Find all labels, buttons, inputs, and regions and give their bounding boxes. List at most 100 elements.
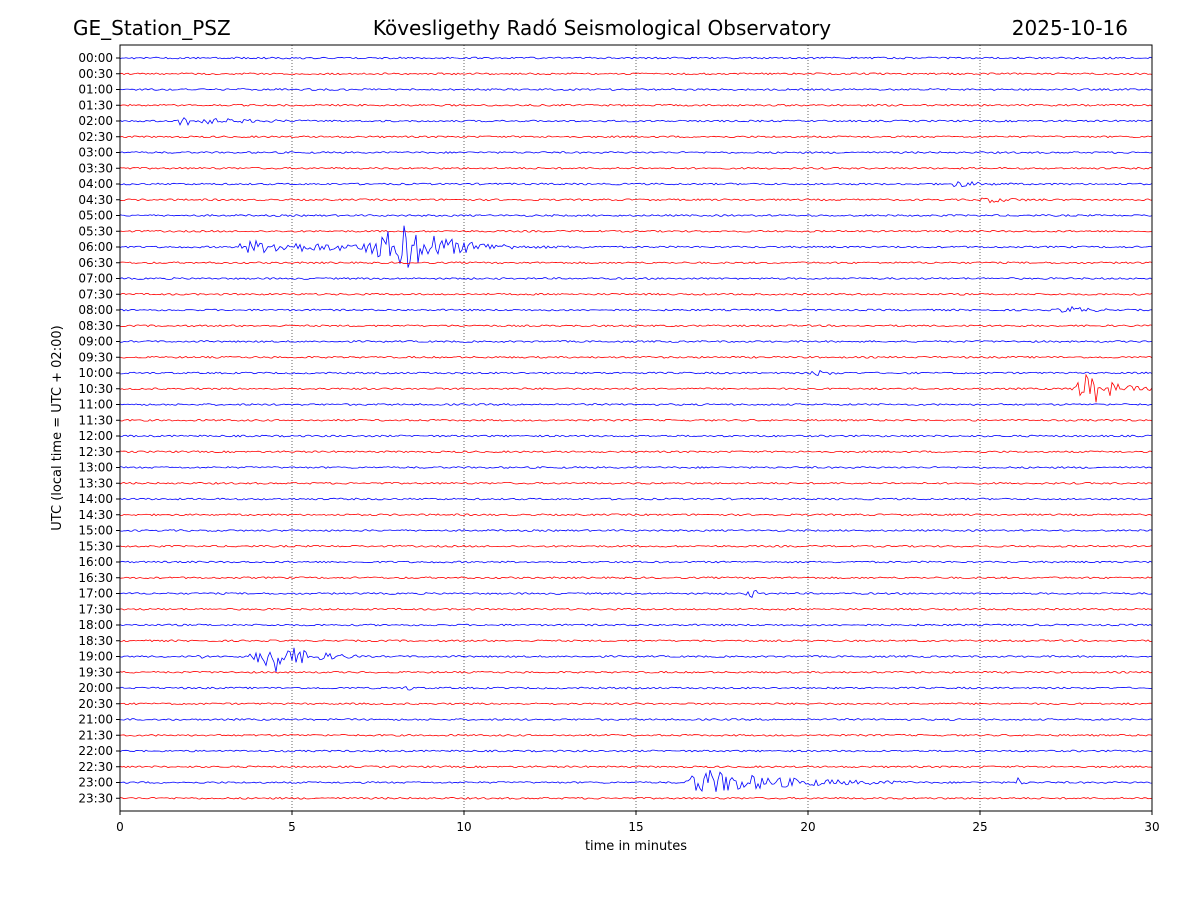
- trace-row-2230: [119, 765, 1153, 769]
- y-tick-label: 12:00: [78, 429, 113, 443]
- trace-row-1430: [119, 513, 1153, 517]
- y-tick-label: 23:00: [78, 776, 113, 790]
- x-axis-ticks: 0 5 10 15 20 25 30: [116, 811, 1160, 834]
- trace-row-2030: [119, 702, 1153, 706]
- trace-row-0630: [119, 261, 1153, 265]
- traces: [119, 56, 1153, 800]
- y-tick-label: 00:00: [78, 51, 113, 65]
- trace-row-1330: [119, 481, 1153, 485]
- y-tick-label: 19:00: [78, 650, 113, 664]
- y-tick-label: 07:30: [78, 287, 113, 301]
- trace-row-0600: [119, 225, 1153, 268]
- x-tick-label: 20: [800, 820, 815, 834]
- trace-row-1830: [119, 639, 1153, 643]
- y-tick-label: 20:00: [78, 681, 113, 695]
- trace-row-1700: [119, 589, 1153, 598]
- y-tick-label: 13:00: [78, 461, 113, 475]
- y-tick-label: 02:00: [78, 114, 113, 128]
- y-tick-label: 04:30: [78, 193, 113, 207]
- trace-row-1100: [119, 403, 1153, 406]
- x-tick-label: 0: [116, 820, 124, 834]
- trace-row-0330: [119, 166, 1153, 170]
- y-tick-label: 13:30: [78, 476, 113, 490]
- y-tick-label: 22:00: [78, 744, 113, 758]
- y-tick-label: 06:00: [78, 240, 113, 254]
- grid-lines: [291, 45, 981, 811]
- y-tick-label: 06:30: [78, 256, 113, 270]
- y-tick-label: 09:00: [78, 335, 113, 349]
- y-tick-label: 16:30: [78, 571, 113, 585]
- trace-row-0200: [119, 117, 1153, 126]
- station-name: GE_Station_PSZ: [73, 16, 231, 40]
- trace-row-0800: [119, 305, 1153, 313]
- trace-row-1400: [119, 497, 1153, 501]
- y-tick-label: 15:00: [78, 524, 113, 538]
- trace-row-2200: [119, 749, 1153, 753]
- trace-row-0830: [119, 324, 1153, 328]
- trace-row-0500: [119, 214, 1153, 217]
- trace-row-0900: [119, 340, 1153, 343]
- x-tick-label: 5: [288, 820, 296, 834]
- y-tick-label: 08:00: [78, 303, 113, 317]
- y-tick-label: 10:30: [78, 382, 113, 396]
- x-tick-label: 30: [1144, 820, 1159, 834]
- y-tick-label: 21:00: [78, 713, 113, 727]
- trace-row-2100: [119, 718, 1153, 721]
- trace-row-0430: [119, 197, 1153, 204]
- x-tick-label: 25: [972, 820, 987, 834]
- trace-row-2330: [119, 796, 1153, 800]
- trace-row-1130: [119, 418, 1153, 422]
- y-tick-label: 04:00: [78, 177, 113, 191]
- trace-row-1730: [119, 607, 1153, 611]
- y-tick-label: 17:00: [78, 587, 113, 601]
- y-axis-label: UTC (local time = UTC + 02:00): [50, 325, 65, 530]
- y-tick-label: 09:30: [78, 350, 113, 364]
- y-tick-label: 11:00: [78, 398, 113, 412]
- trace-row-0530: [119, 229, 1153, 233]
- trace-row-2000: [119, 686, 1153, 691]
- chart-date: 2025-10-16: [1012, 16, 1128, 40]
- trace-row-1600: [119, 560, 1153, 564]
- y-tick-label: 14:30: [78, 508, 113, 522]
- trace-row-1900: [119, 647, 1153, 673]
- trace-row-0100: [119, 88, 1153, 91]
- y-tick-label: 20:30: [78, 697, 113, 711]
- y-tick-label: 01:00: [78, 83, 113, 97]
- trace-row-0000: [119, 56, 1153, 60]
- y-tick-label: 17:30: [78, 602, 113, 616]
- x-axis-label: time in minutes: [585, 839, 687, 854]
- plot-frame: [119, 44, 1153, 812]
- trace-row-0730: [119, 292, 1153, 296]
- x-tick-label: 15: [628, 820, 643, 834]
- y-tick-label: 07:00: [78, 272, 113, 286]
- y-tick-label: 22:30: [78, 760, 113, 774]
- trace-row-1230: [119, 450, 1153, 454]
- trace-row-1800: [119, 623, 1153, 627]
- trace-row-2130: [119, 733, 1153, 737]
- y-tick-label: 18:00: [78, 618, 113, 632]
- trace-row-0930: [119, 355, 1153, 359]
- y-tick-label: 05:00: [78, 209, 113, 223]
- y-tick-label: 05:30: [78, 224, 113, 238]
- trace-row-0230: [119, 135, 1153, 139]
- y-tick-label: 11:30: [78, 413, 113, 427]
- trace-row-1630: [119, 576, 1153, 580]
- trace-row-1530: [119, 544, 1153, 548]
- y-tick-label: 10:00: [78, 366, 113, 380]
- y-tick-label: 18:30: [78, 634, 113, 648]
- y-tick-label: 00:30: [78, 67, 113, 81]
- trace-row-0400: [119, 181, 1153, 188]
- y-tick-label: 01:30: [78, 98, 113, 112]
- trace-row-1930: [119, 670, 1153, 674]
- trace-row-0300: [119, 151, 1153, 154]
- trace-row-1000: [119, 369, 1153, 376]
- x-tick-label: 10: [456, 820, 471, 834]
- y-tick-label: 15:30: [78, 539, 113, 553]
- y-tick-label: 02:30: [78, 130, 113, 144]
- y-tick-label: 23:30: [78, 791, 113, 805]
- y-tick-label: 12:30: [78, 445, 113, 459]
- trace-row-1500: [119, 529, 1153, 532]
- y-tick-label: 08:30: [78, 319, 113, 333]
